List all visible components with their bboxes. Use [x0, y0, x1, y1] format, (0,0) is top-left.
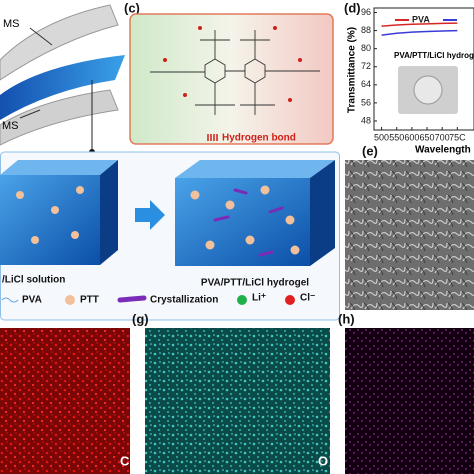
legend-label: Cl⁻	[300, 293, 315, 304]
structure-box	[129, 13, 334, 145]
cube-side	[100, 160, 118, 265]
panel-c: (c) Hydrogen bond	[124, 0, 334, 145]
cube-top	[0, 160, 118, 175]
y-tick-label: 80	[361, 43, 371, 53]
scheme: /LiCl solution PVA/PTT/LiCl hydrogel PVA…	[0, 151, 340, 321]
legend-icon	[1, 297, 19, 303]
eds-map-c	[0, 328, 130, 474]
film-label: MS	[3, 18, 20, 30]
panel-b: MS MS	[0, 4, 125, 155]
sem-image	[345, 160, 474, 310]
eds-map-o	[145, 328, 330, 474]
molecule	[150, 30, 320, 115]
cube-side	[310, 160, 335, 266]
y-tick-label: 72	[361, 61, 371, 71]
x-tick-label: 650	[420, 132, 435, 142]
legend-label: PVA	[22, 295, 42, 306]
crystallites	[213, 188, 284, 257]
legend-label: Crystallization	[150, 295, 218, 306]
h-bond-marks	[163, 26, 302, 102]
inset-label: PVA/PTT/LiCl hydrogel	[394, 51, 474, 60]
cube-left	[0, 175, 100, 265]
y-tick-label: 96	[361, 7, 371, 17]
legend-icon	[65, 295, 75, 305]
y-axis-title: Transmittance (%)	[347, 27, 358, 113]
caption: /LiCl solution	[2, 275, 65, 286]
panel-d: (d) Transmittance (%) Wavelength ( PVA/P…	[344, 0, 474, 156]
film-top	[0, 4, 119, 81]
arrow	[135, 200, 165, 230]
series-line	[381, 29, 458, 36]
cube-top	[175, 160, 335, 178]
series-line	[381, 22, 458, 27]
h-bond-label: Hydrogen bond	[222, 133, 296, 144]
eds-map-cl	[345, 328, 474, 474]
film-middle	[0, 55, 125, 120]
legend-label: PTT	[80, 295, 99, 306]
y-tick-label: 88	[361, 25, 371, 35]
coin	[413, 75, 443, 105]
caption: PVA/PTT/LiCl hydrogel	[201, 278, 309, 289]
pointer	[19, 109, 41, 119]
y-tick-label: 64	[361, 79, 371, 89]
legend-icon	[237, 295, 247, 305]
legend-icon	[285, 295, 295, 305]
legend-label: PVA	[412, 14, 430, 24]
y-tick-label: 56	[361, 97, 371, 107]
panel-label: (d)	[344, 0, 361, 15]
panel-label: (h)	[338, 311, 355, 326]
x-tick-label: 700	[435, 132, 450, 142]
panel-label: (g)	[132, 311, 149, 326]
film-label: MS	[2, 120, 19, 132]
x-tick-label: 500	[374, 132, 389, 142]
h-bond-icon	[207, 134, 218, 141]
x-tick-label: 550	[389, 132, 404, 142]
x-axis-title: Wavelength (	[415, 145, 474, 156]
element-label: O	[318, 453, 328, 468]
legend-icon	[117, 295, 147, 303]
panel-label: (c)	[124, 0, 140, 15]
pointer	[29, 27, 53, 46]
panel-label: (e)	[362, 143, 378, 158]
film-bottom	[0, 89, 119, 146]
y-tick-label: 48	[361, 115, 371, 125]
ptt-spheres	[16, 185, 300, 255]
element-label: C	[120, 453, 130, 468]
legend-label: Li⁺	[252, 293, 266, 304]
x-tick-label: 600	[404, 132, 419, 142]
x-tick-label: 75C	[449, 132, 466, 142]
